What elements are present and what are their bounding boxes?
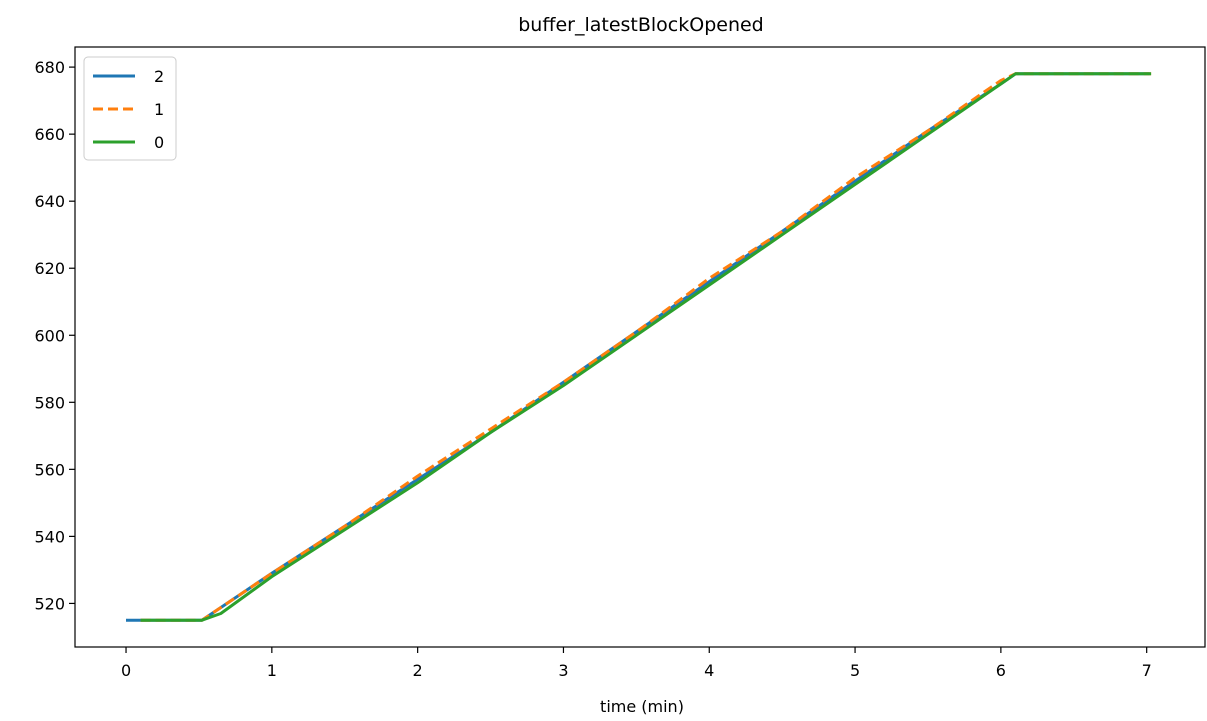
chart-title: buffer_latestBlockOpened (518, 14, 764, 36)
series-line-0 (140, 72, 1152, 622)
series-layer (126, 72, 1152, 622)
series-line-1 (140, 72, 1152, 622)
x-tick-label: 0 (121, 661, 131, 680)
y-tick-label: 560 (34, 460, 65, 479)
x-tick-label: 6 (996, 661, 1006, 680)
y-tick-label: 640 (34, 192, 65, 211)
y-tick-label: 660 (34, 125, 65, 144)
x-tick-label: 2 (413, 661, 423, 680)
x-tick-label: 4 (704, 661, 714, 680)
y-tick-label: 680 (34, 58, 65, 77)
x-tick-label: 7 (1142, 661, 1152, 680)
x-axis-label: time (min) (600, 697, 684, 716)
x-tick-label: 5 (850, 661, 860, 680)
y-tick-label: 540 (34, 527, 65, 546)
axes-layer (74, 46, 1206, 648)
ticks-layer: 0 1 2 3 4 5 6 7 520 540 560 580 600 620 640 660 680 (34, 58, 1151, 680)
x-tick-label: 3 (558, 661, 568, 680)
legend: 2 1 0 (83, 56, 177, 161)
y-tick-label: 520 (34, 594, 65, 613)
y-tick-label: 620 (34, 259, 65, 278)
legend-label-1: 1 (154, 100, 164, 119)
plot-frame (74, 46, 1206, 648)
x-tick-label: 1 (267, 661, 277, 680)
y-tick-label: 580 (34, 393, 65, 412)
legend-label-0: 0 (154, 133, 164, 152)
legend-label-2: 2 (154, 67, 164, 86)
y-tick-label: 600 (34, 326, 65, 345)
